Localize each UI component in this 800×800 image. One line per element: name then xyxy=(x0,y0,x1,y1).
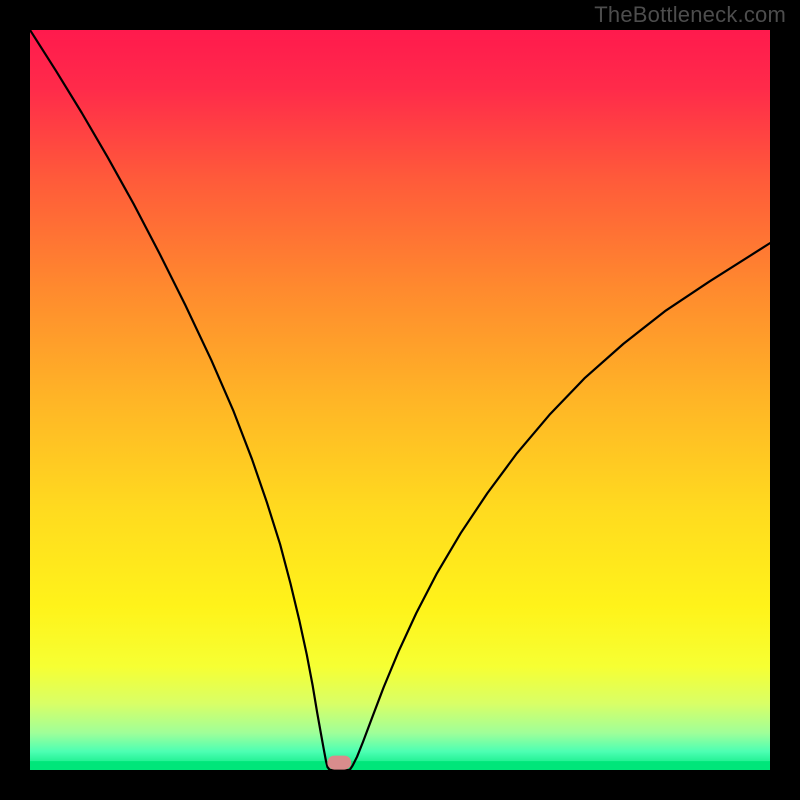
plot-svg xyxy=(30,30,770,770)
bottleneck-marker xyxy=(327,756,351,770)
bottom-band xyxy=(30,761,770,770)
plot-area xyxy=(30,30,770,770)
curve-left-branch xyxy=(30,30,330,770)
curve-right-branch xyxy=(350,243,770,770)
figure-container: TheBottleneck.com xyxy=(0,0,800,800)
watermark-text: TheBottleneck.com xyxy=(594,2,786,28)
